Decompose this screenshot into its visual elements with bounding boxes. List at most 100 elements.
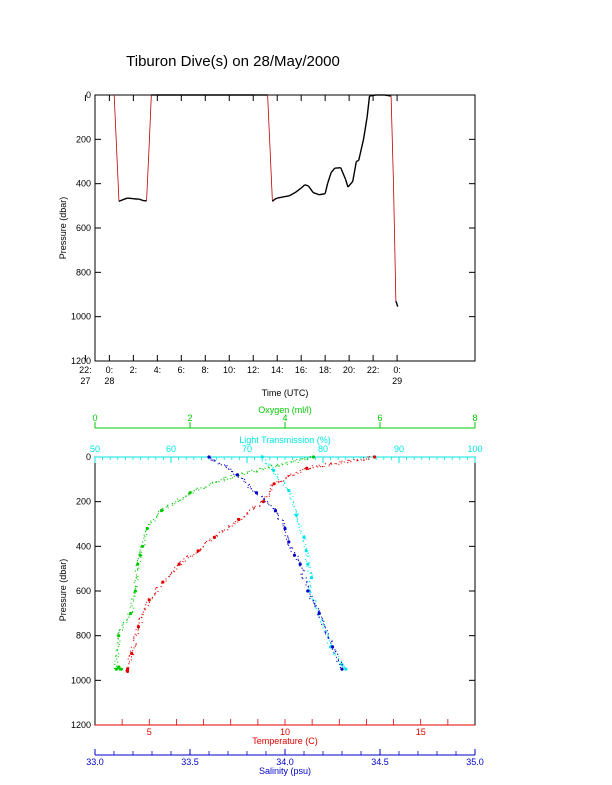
light_transmission-sample-dot [340, 660, 342, 662]
light-transmission-tick-label: 100 [467, 444, 482, 454]
pressure-trace-segment [269, 148, 273, 202]
temperature-sample-dot [133, 647, 135, 649]
temperature-sample-dot [316, 465, 318, 467]
x-tick-label: 29 [392, 376, 402, 386]
oxygen-sample-dot [133, 607, 135, 609]
light_transmission-sample-dot [315, 599, 317, 601]
pressure-trace-segment [356, 159, 360, 163]
salinity-sample-dot [242, 477, 244, 480]
oxygen-sample-dot [256, 471, 259, 473]
oxygen-sample-dot [215, 481, 217, 483]
light_transmission-sample-dot [334, 654, 336, 656]
oxygen-sample-dot [141, 555, 143, 557]
temperature-sample-dot [154, 593, 156, 595]
temperature-sample-dot [368, 456, 371, 458]
salinity-sample-dot [299, 563, 301, 565]
light_transmission-sample-dot [265, 463, 267, 465]
salinity-sample-dot [277, 513, 279, 515]
temperature-tick-label: 5 [147, 727, 152, 737]
salinity-sample-dot [321, 616, 323, 618]
light_transmission-sample-dot [322, 627, 324, 629]
oxygen-sample-dot [230, 478, 232, 480]
y-tick-label: 600 [76, 586, 91, 596]
light_transmission-sample-dot [296, 516, 298, 518]
pressure-trace-segment [274, 197, 278, 200]
oxygen-sample-dot [119, 667, 121, 669]
oxygen-sample-dot [118, 653, 120, 655]
light_transmission-sample-dot [298, 523, 300, 525]
x-tick-label: 12: [247, 365, 260, 375]
oxygen-sample-dot [294, 460, 296, 462]
salinity-sample-dot [341, 664, 343, 666]
salinity-sample-dot [263, 498, 266, 501]
temperature-sample-dot [208, 539, 210, 542]
y-tick-label: 1200 [71, 720, 91, 730]
light_transmission-sample-dot [272, 467, 274, 469]
oxygen-sample-dot [226, 478, 229, 480]
light_transmission-sample-dot [265, 459, 267, 461]
salinity-sample-dot [324, 633, 327, 635]
light_transmission-sample-dot [296, 519, 298, 521]
pressure-trace-segment [330, 167, 336, 174]
light_transmission-sample-dot [295, 510, 297, 512]
temperature-sample-dot [305, 469, 308, 471]
oxygen-sample-dot [192, 492, 194, 494]
salinity-sample-dot [236, 473, 238, 475]
temperature-sample-dot [249, 509, 251, 511]
temperature-sample-dot [278, 482, 280, 484]
light_transmission-sample-dot [311, 577, 313, 579]
salinity-sample-dot [290, 550, 292, 552]
light_transmission-sample-dot [302, 535, 304, 537]
oxygen-tick-label: 2 [187, 413, 192, 423]
salinity-axis-label: Salinity (psu) [259, 766, 311, 776]
temperature-sample-dot [252, 508, 255, 510]
light_transmission-sample-dot [310, 586, 312, 588]
light_transmission-sample-dot [303, 546, 305, 548]
oxygen-sample-dot [312, 456, 315, 458]
salinity-sample-dot [340, 661, 343, 663]
oxygen-sample-dot [142, 541, 144, 543]
oxygen-sample-dot [230, 474, 232, 477]
light_transmission-sample-dot [268, 463, 270, 465]
oxygen-sample-dot [193, 490, 195, 492]
oxygen-sample-dot [141, 545, 144, 547]
temperature-sample-dot [264, 496, 266, 498]
oxygen-sample-dot [121, 624, 123, 626]
oxygen-sample-dot [114, 663, 116, 665]
pressure-trace-segment [307, 185, 314, 193]
temperature-sample-dot [241, 518, 243, 520]
y-tick-label: 800 [76, 631, 91, 641]
temperature-sample-dot [134, 633, 136, 635]
oxygen-sample-dot [185, 495, 187, 497]
oxygen-sample-dot [134, 592, 136, 594]
salinity-sample-dot [324, 627, 326, 629]
pressure-trace-segment [395, 300, 398, 305]
oxygen-sample-dot [121, 669, 123, 671]
oxygen-sample-dot [248, 470, 250, 473]
temperature-sample-dot [282, 480, 285, 482]
x-tick-label: 0: [393, 365, 401, 375]
temperature-point [196, 549, 200, 553]
light_transmission-sample-dot [261, 460, 263, 462]
light-transmission-tick-label: 70 [242, 444, 252, 454]
temperature-sample-dot [280, 480, 282, 483]
temperature-sample-dot [271, 485, 273, 487]
light_transmission-sample-dot [287, 488, 289, 491]
oxygen-sample-dot [198, 489, 200, 491]
light_transmission-sample-dot [322, 622, 324, 625]
oxygen-sample-dot [134, 589, 136, 592]
oxygen-sample-dot [135, 564, 137, 567]
light_transmission-sample-dot [307, 555, 309, 558]
temperature-sample-dot [356, 459, 358, 461]
salinity-sample-dot [237, 474, 239, 476]
salinity-sample-dot [309, 593, 311, 595]
oxygen-profile [113, 455, 316, 671]
oxygen-tick-label: 0 [92, 413, 97, 423]
salinity-sample-dot [314, 604, 316, 606]
salinity-sample-dot [245, 481, 247, 483]
pressure-trace-segment [148, 94, 152, 151]
oxygen-sample-dot [149, 524, 151, 526]
oxygen-sample-dot [276, 464, 278, 467]
temperature-sample-dot [186, 555, 189, 557]
oxygen-sample-dot [121, 629, 124, 631]
